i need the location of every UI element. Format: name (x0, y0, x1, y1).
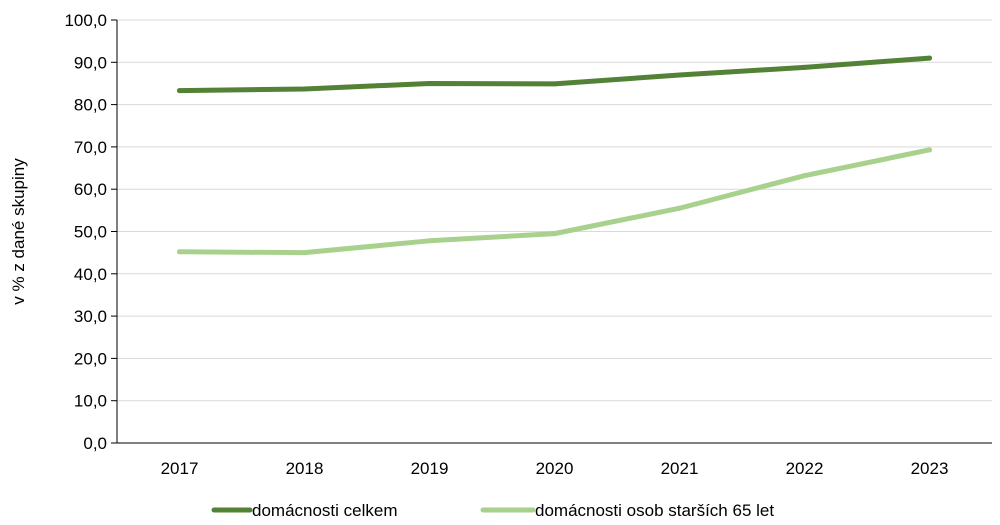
x-tick-label: 2022 (786, 459, 824, 478)
y-tick-label: 100,0 (64, 11, 107, 30)
data-point (427, 80, 432, 86)
series-line-2 (177, 147, 932, 256)
x-tick-label: 2020 (536, 459, 574, 478)
legend-label: domácnosti celkem (252, 501, 398, 520)
y-axis-title: v % z dané skupiny (9, 158, 28, 305)
data-point (302, 250, 307, 256)
gridlines (111, 19, 992, 444)
series-lines (177, 55, 932, 256)
data-point (552, 81, 557, 87)
y-tick-label: 10,0 (74, 392, 107, 411)
data-point (677, 72, 682, 78)
legend-label: domácnosti osob starších 65 let (535, 501, 774, 520)
y-tick-label: 20,0 (74, 349, 107, 368)
x-tick-label: 2021 (661, 459, 699, 478)
y-tick-label: 0,0 (83, 434, 107, 453)
y-tick-label: 40,0 (74, 265, 107, 284)
data-point (552, 231, 557, 237)
x-tick-label: 2019 (411, 459, 449, 478)
x-tick-labels: 2017 2018 2019 2020 2021 2022 2023 (161, 459, 949, 478)
data-point (802, 64, 807, 70)
data-point (302, 86, 307, 92)
y-tick-label: 60,0 (74, 180, 107, 199)
data-point (927, 55, 932, 61)
data-point (177, 88, 182, 94)
y-tick-label: 30,0 (74, 307, 107, 326)
y-tick-label: 90,0 (74, 53, 107, 72)
y-tick-label: 80,0 (74, 96, 107, 115)
x-tick-label: 2018 (286, 459, 324, 478)
x-tick-label: 2023 (911, 459, 949, 478)
legend: domácnosti celkem domácnosti osob staršíc… (211, 501, 774, 520)
data-point (427, 238, 432, 244)
data-point (677, 205, 682, 211)
data-point (927, 147, 932, 153)
y-tick-label: 70,0 (74, 138, 107, 157)
y-tick-label: 50,0 (74, 223, 107, 242)
x-tick-label: 2017 (161, 459, 199, 478)
axes (116, 20, 992, 444)
y-tick-labels: 0,0 10,0 20,0 30,0 40,0 50,0 60,0 70,0 80,0 90,0 1… (64, 11, 107, 453)
data-point (802, 173, 807, 179)
data-point (177, 249, 182, 255)
